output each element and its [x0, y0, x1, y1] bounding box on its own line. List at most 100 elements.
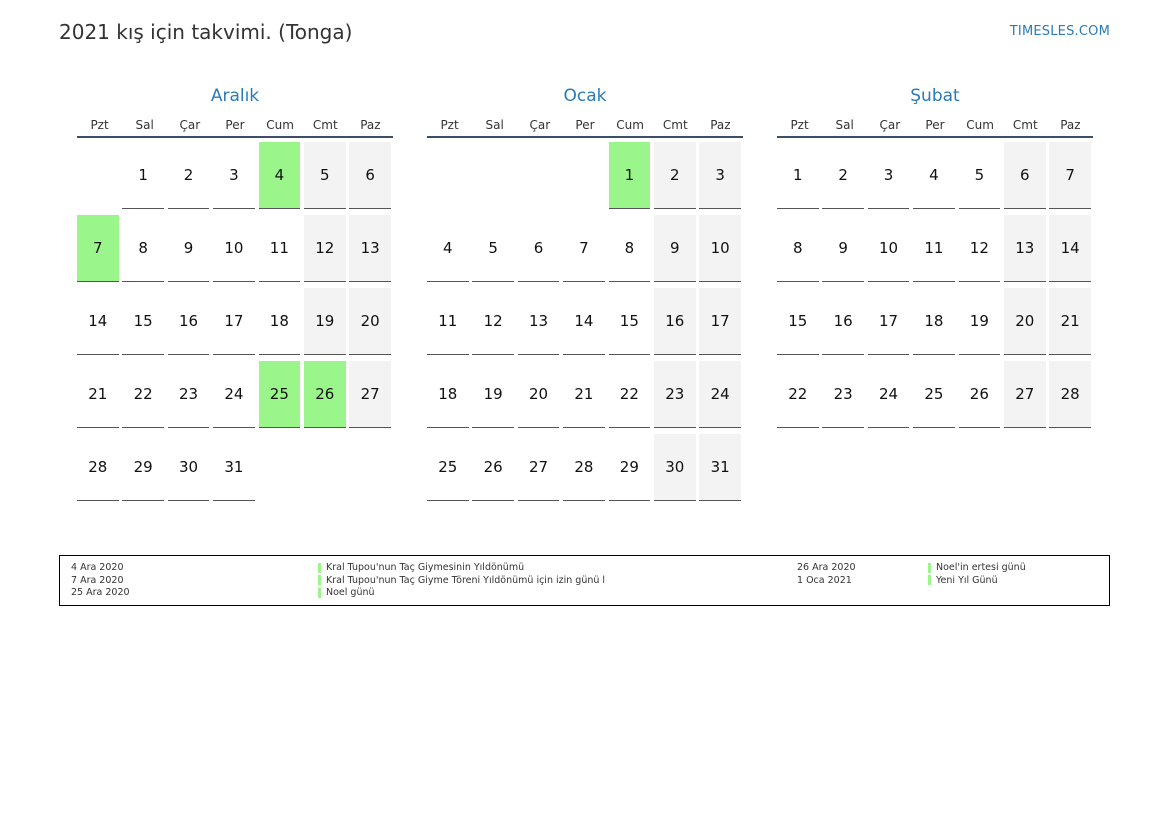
day-cell: 20 [349, 288, 391, 355]
legend-holiday-text: Kral Tupou'nun Taç Giyme Töreni Yıldönüm… [326, 574, 606, 586]
month-0: Aralık Pzt Sal Çar Per Cum Cmt Paz 1 2 3 4 5 6 7 8 9 10 11… [77, 84, 393, 501]
weekday-label: Cum [616, 118, 644, 132]
day-cell: 8 [777, 215, 819, 282]
month-name: Ocak [563, 86, 607, 106]
legend-date: 25 Ara 2020 [71, 587, 130, 598]
day-cell: 15 [777, 288, 819, 355]
day-cell: 15 [122, 288, 164, 355]
holiday-color-marker [318, 575, 321, 585]
day-cell: 7 [563, 215, 605, 282]
weekday-label: Paz [360, 118, 381, 132]
day-cell: 11 [258, 215, 301, 282]
day-cell: 4 [427, 215, 469, 282]
day-cell: 3 [867, 142, 910, 209]
day-cell: 24 [699, 361, 741, 428]
day-cell: 4 [258, 142, 301, 209]
day-cell: 27 [1004, 361, 1046, 428]
day-cell: 25 [427, 434, 469, 501]
month-name: Aralık [210, 86, 260, 106]
day-cell: 25 [258, 361, 301, 428]
legend-date: 1 Oca 2021 [797, 574, 852, 586]
day-cell: 16 [167, 288, 210, 355]
day-cell: 18 [913, 288, 955, 355]
weekday-label: Paz [1060, 118, 1081, 132]
day-cell: 1 [608, 142, 651, 209]
day-cell: 6 [1004, 142, 1046, 209]
weekday-label: Sal [135, 118, 154, 132]
weekday-label: Pzt [90, 118, 109, 132]
weekday-label: Paz [710, 118, 731, 132]
weekday-header: Pzt Sal Çar Per Cum Cmt Paz [427, 114, 743, 138]
day-cell: 2 [654, 142, 696, 209]
day-cell: 19 [304, 288, 346, 355]
legend-date: 26 Ara 2020 [797, 562, 856, 573]
weekday-label: Per [925, 118, 945, 132]
day-cell: 26 [472, 434, 514, 501]
weekday-label: Pzt [790, 118, 809, 132]
day-cell: 2 [822, 142, 864, 209]
holiday-color-marker [928, 575, 931, 585]
month-name: Şubat [910, 86, 960, 106]
day-cell: 8 [608, 215, 651, 282]
day-cell: 10 [213, 215, 255, 282]
day-cell: 6 [349, 142, 391, 209]
legend-holiday-text: Kral Tupou'nun Taç Giymesinin Yıldönümü [326, 562, 525, 573]
day-cell: 25 [913, 361, 955, 428]
day-cell: 31 [213, 434, 255, 501]
weekday-label: Cmt [662, 118, 688, 132]
day-cell: 17 [867, 288, 910, 355]
day-cell: 26 [304, 361, 346, 428]
holiday-color-marker [318, 562, 321, 573]
day-cell: 28 [563, 434, 605, 501]
day-cell: 5 [958, 142, 1001, 209]
day-cell: 10 [699, 215, 741, 282]
month-2: Şubat Pzt Sal Çar Per Cum Cmt Paz 1 2 3 4 5 6 7 8 9 10 11 1… [777, 84, 1093, 428]
weekday-label: Sal [485, 118, 504, 132]
day-cell: 17 [213, 288, 255, 355]
day-cell: 23 [654, 361, 696, 428]
weekday-label: Cmt [312, 118, 338, 132]
day-cell: 19 [958, 288, 1001, 355]
day-cell: 1 [122, 142, 164, 209]
day-cell: 13 [517, 288, 560, 355]
day-cell: 24 [213, 361, 255, 428]
day-cell: 21 [1049, 288, 1091, 355]
day-cell: 12 [472, 288, 514, 355]
day-cell: 9 [167, 215, 210, 282]
day-cell: 3 [699, 142, 741, 209]
day-cell: 9 [822, 215, 864, 282]
legend-holiday-text: Yeni Yıl Günü [936, 574, 998, 586]
day-cell: 1 [777, 142, 819, 209]
day-cell: 27 [349, 361, 391, 428]
weekday-label: Per [575, 118, 595, 132]
weekday-label: Sal [835, 118, 854, 132]
day-cell: 5 [472, 215, 514, 282]
day-cell: 23 [822, 361, 864, 428]
weekday-label: Çar [879, 118, 901, 132]
weekday-label: Cum [266, 118, 294, 132]
day-cell: 18 [427, 361, 469, 428]
day-cell: 21 [77, 361, 119, 428]
day-cell: 22 [608, 361, 651, 428]
day-cell: 7 [77, 215, 119, 282]
day-cell: 29 [608, 434, 651, 501]
site-link[interactable]: TIMESLES.COM [1009, 24, 1110, 39]
weekday-header: Pzt Sal Çar Per Cum Cmt Paz [77, 114, 393, 138]
day-cell: 6 [517, 215, 560, 282]
day-cell: 29 [122, 434, 164, 501]
day-cell: 11 [427, 288, 469, 355]
day-cell: 3 [213, 142, 255, 209]
day-cell: 12 [304, 215, 346, 282]
day-cell: 18 [258, 288, 301, 355]
legend-holiday-name: Kral Tupou'nun Taç Giymesinin Yıldönümü [318, 562, 524, 574]
legend-holiday-text: Noel günü [326, 587, 375, 598]
day-cell: 12 [958, 215, 1001, 282]
day-cell: 15 [608, 288, 651, 355]
day-cell: 13 [1004, 215, 1046, 282]
day-cell: 22 [777, 361, 819, 428]
day-cell: 8 [122, 215, 164, 282]
day-cell: 30 [167, 434, 210, 501]
day-cell: 31 [699, 434, 741, 501]
weekday-label: Cum [966, 118, 994, 132]
legend-date: 7 Ara 2020 [71, 574, 124, 586]
